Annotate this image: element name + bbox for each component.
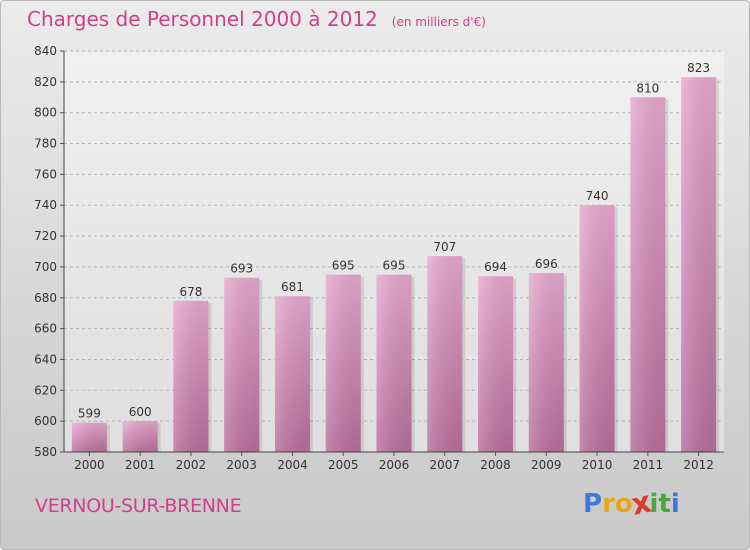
chart-title-text: Charges de Personnel 2000 à 2012 [27,7,378,31]
data-label: 600 [129,405,152,419]
logo-letter: o [614,489,633,519]
data-label: 694 [484,260,507,274]
x-tick-label: 2006 [379,458,410,472]
logo-letter: t [658,489,671,519]
data-label: 740 [586,189,609,203]
y-tick-label: 580 [34,445,57,459]
bar-highlight [325,274,361,452]
data-label: 823 [687,61,710,75]
x-tick-label: 2010 [582,458,613,472]
logo-letter: P [583,489,603,519]
x-tick-label: 2012 [683,458,714,472]
bar-highlight [478,276,514,452]
data-label: 678 [179,285,202,299]
x-tick-label: 2002 [176,458,207,472]
x-tick-label: 2003 [226,458,257,472]
x-tick-label: 2009 [531,458,562,472]
x-tick-label: 2004 [277,458,308,472]
logo-letter: i [670,489,680,519]
bar-highlight [224,277,260,452]
bar-highlight [579,205,615,452]
data-label: 599 [78,407,101,421]
data-label: 810 [636,81,659,95]
logo-letter: i [649,489,659,519]
y-tick-label: 800 [34,106,57,120]
y-tick-label: 820 [34,75,57,89]
location-name: VERNOU-SUR-BRENNE [35,495,242,517]
x-tick-label: 2008 [480,458,511,472]
bar-highlight [376,274,412,452]
data-label: 695 [332,259,355,273]
y-tick-label: 760 [34,167,57,181]
axes: 580 600 620 640 660 680 700 720 740 760 780 800 820 8… [34,44,724,472]
x-tick-label: 2001 [125,458,156,472]
x-tick-label: 2007 [429,458,460,472]
x-tick-label: 2011 [633,458,664,472]
chart-subtitle: (en milliers d'€) [391,15,486,29]
x-tick-label: 2005 [328,458,359,472]
y-tick-label: 740 [34,198,57,212]
logo-letter: r [602,489,615,519]
data-label: 695 [383,259,406,273]
data-label: 693 [230,262,253,276]
bar-highlight [528,273,564,452]
y-tick-label: 780 [34,137,57,151]
y-tick-label: 660 [34,322,57,336]
bar-highlight [274,296,310,452]
data-label: 707 [433,240,456,254]
data-label: 681 [281,280,304,294]
y-tick-label: 720 [34,229,57,243]
y-tick-label: 640 [34,352,57,366]
bars: 599 600 678 693 681 695 695 707 694 696 740 810 823 [71,61,720,453]
y-tick-label: 620 [34,383,57,397]
y-tick-label: 680 [34,291,57,305]
bar-highlight [122,421,158,452]
bar-highlight [681,77,717,452]
y-tick-label: 700 [34,260,57,274]
bar-highlight [427,256,463,452]
chart-title: Charges de Personnel 2000 à 2012 (en mill… [27,7,486,31]
bar-highlight [630,97,666,453]
proxiti-logo: Proxiti [583,485,680,523]
bar-highlight [71,422,107,452]
x-tick-label: 2000 [74,458,105,472]
bar-highlight [173,300,209,452]
y-tick-label: 840 [34,44,57,58]
data-label: 696 [535,257,558,271]
y-tick-label: 600 [34,414,57,428]
